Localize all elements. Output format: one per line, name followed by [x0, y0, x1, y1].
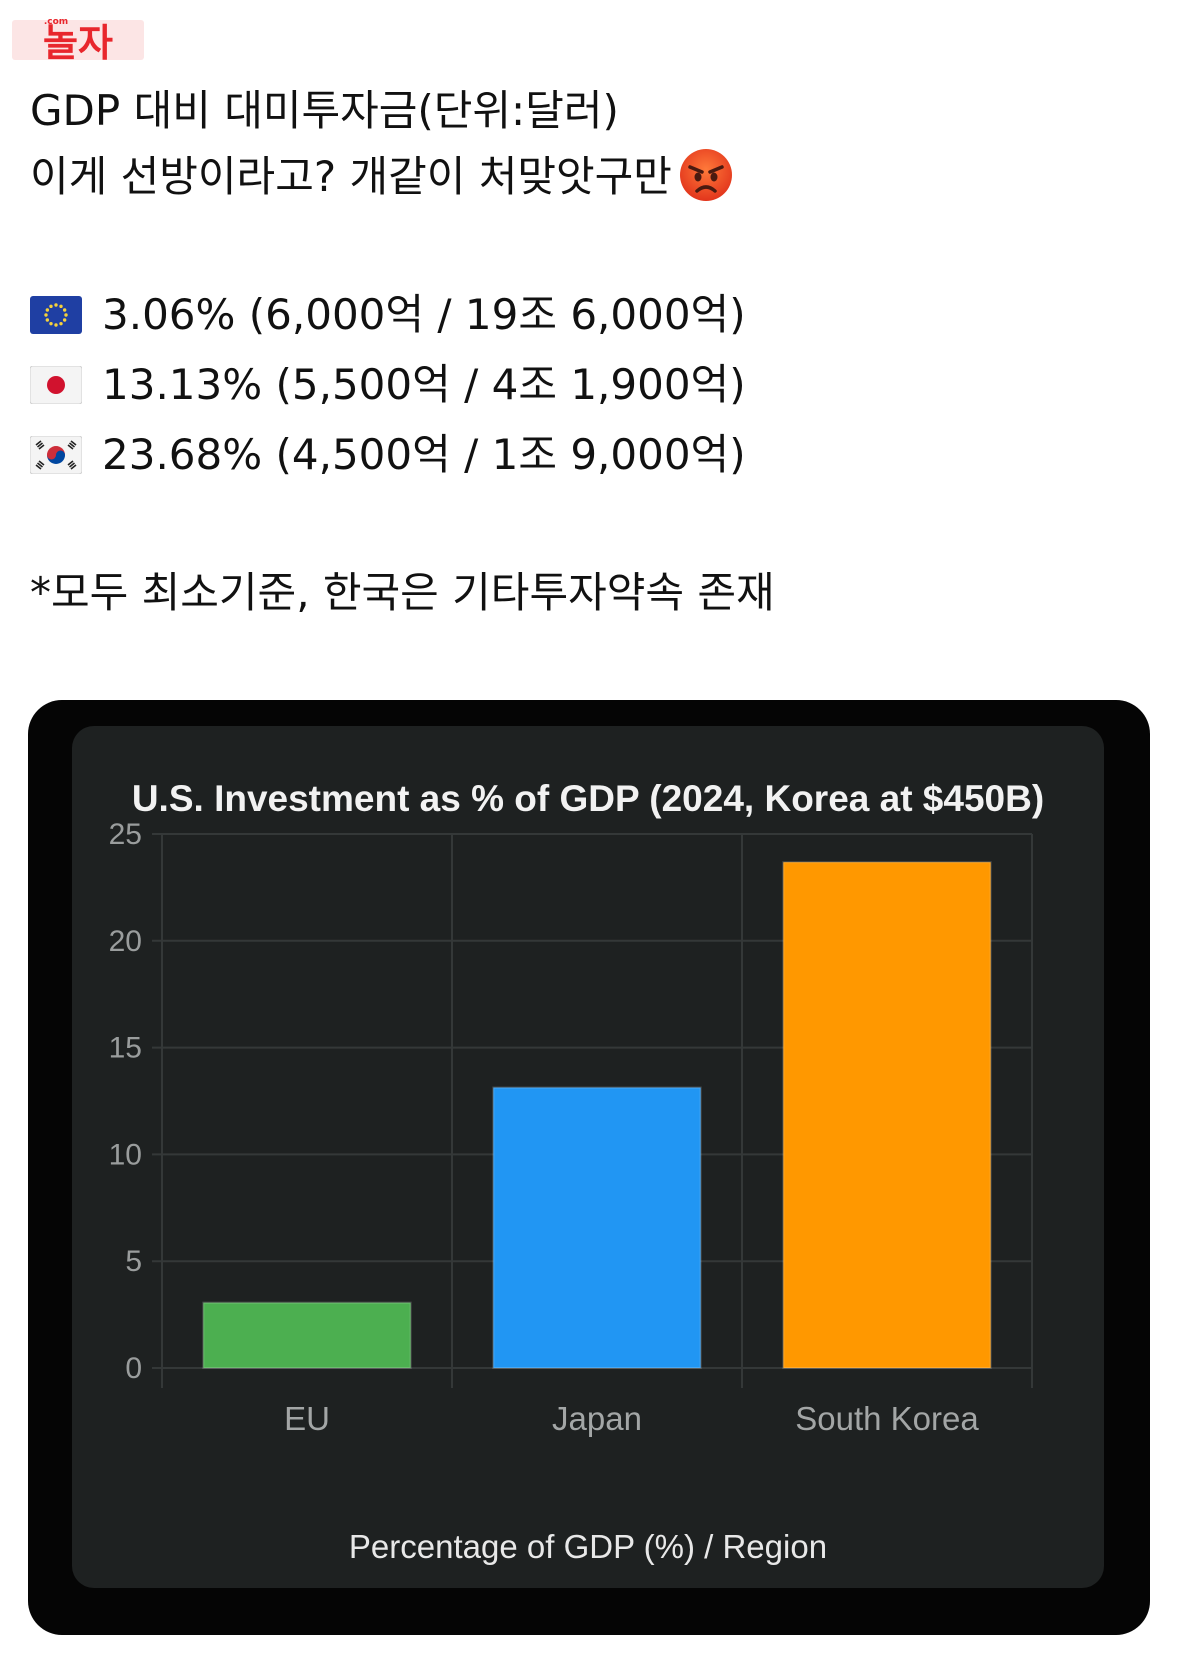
korea-stat-row: 23.68% (4,500억 / 1조 9,000억): [30, 420, 1150, 490]
bar-chart: 0 5 10 15 20 25 EU Japan South Korea: [109, 818, 1033, 1437]
post-note: *모두 최소기준, 한국은 기타투자약속 존재: [30, 568, 775, 617]
post-comment-line: 이게 선방이라고? 개같이 처맞앗구만: [30, 144, 1150, 210]
bar-eu: [202, 1301, 412, 1370]
chart-card: U.S. Investment as % of GDP (2024, Korea…: [28, 700, 1150, 1635]
post-comment-text: 이게 선방이라고? 개같이 처맞앗구만: [30, 152, 672, 201]
chart-title: U.S. Investment as % of GDP (2024, Korea…: [131, 778, 1045, 819]
post-body: GDP 대비 대미투자금(단위:달러) 이게 선방이라고? 개같이 처맞앗구만 …: [30, 78, 1150, 626]
x-tick-label: EU: [284, 1400, 330, 1437]
x-tick-label: Japan: [552, 1400, 642, 1437]
korea-flag-icon: [30, 436, 82, 474]
x-axis-title: Percentage of GDP (%) / Region: [348, 1528, 828, 1565]
japan-stat-text: 13.13% (5,500억 / 4조 1,900억): [102, 360, 746, 409]
watermark-logo: 놀자 .com: [12, 14, 152, 65]
chart-panel: U.S. Investment as % of GDP (2024, Korea…: [72, 726, 1104, 1588]
bar-japan: [492, 1086, 702, 1369]
y-tick-label: 20: [109, 925, 142, 958]
japan-flag-icon: [30, 366, 82, 404]
watermark-small-text: .com: [44, 17, 68, 27]
post-title-line: GDP 대비 대미투자금(단위:달러): [30, 86, 619, 135]
y-tick-label: 25: [109, 818, 142, 851]
korea-stat-text: 23.68% (4,500억 / 1조 9,000억): [102, 430, 746, 479]
watermark-text: 놀자: [43, 21, 113, 62]
y-tick-label: 5: [125, 1245, 142, 1278]
eu-stat-row: 3.06% (6,000억 / 19조 6,000억): [30, 280, 1150, 350]
x-tick-label: South Korea: [795, 1400, 979, 1437]
bar-south-korea: [782, 861, 992, 1370]
eu-stat-text: 3.06% (6,000억 / 19조 6,000억): [102, 290, 746, 339]
y-tick-label: 0: [125, 1352, 142, 1385]
japan-stat-row: 13.13% (5,500억 / 4조 1,900억): [30, 350, 1150, 420]
eu-flag-icon: [30, 296, 82, 334]
angry-face-icon: [679, 149, 732, 201]
y-tick-label: 15: [109, 1032, 142, 1065]
y-tick-label: 10: [109, 1138, 142, 1171]
